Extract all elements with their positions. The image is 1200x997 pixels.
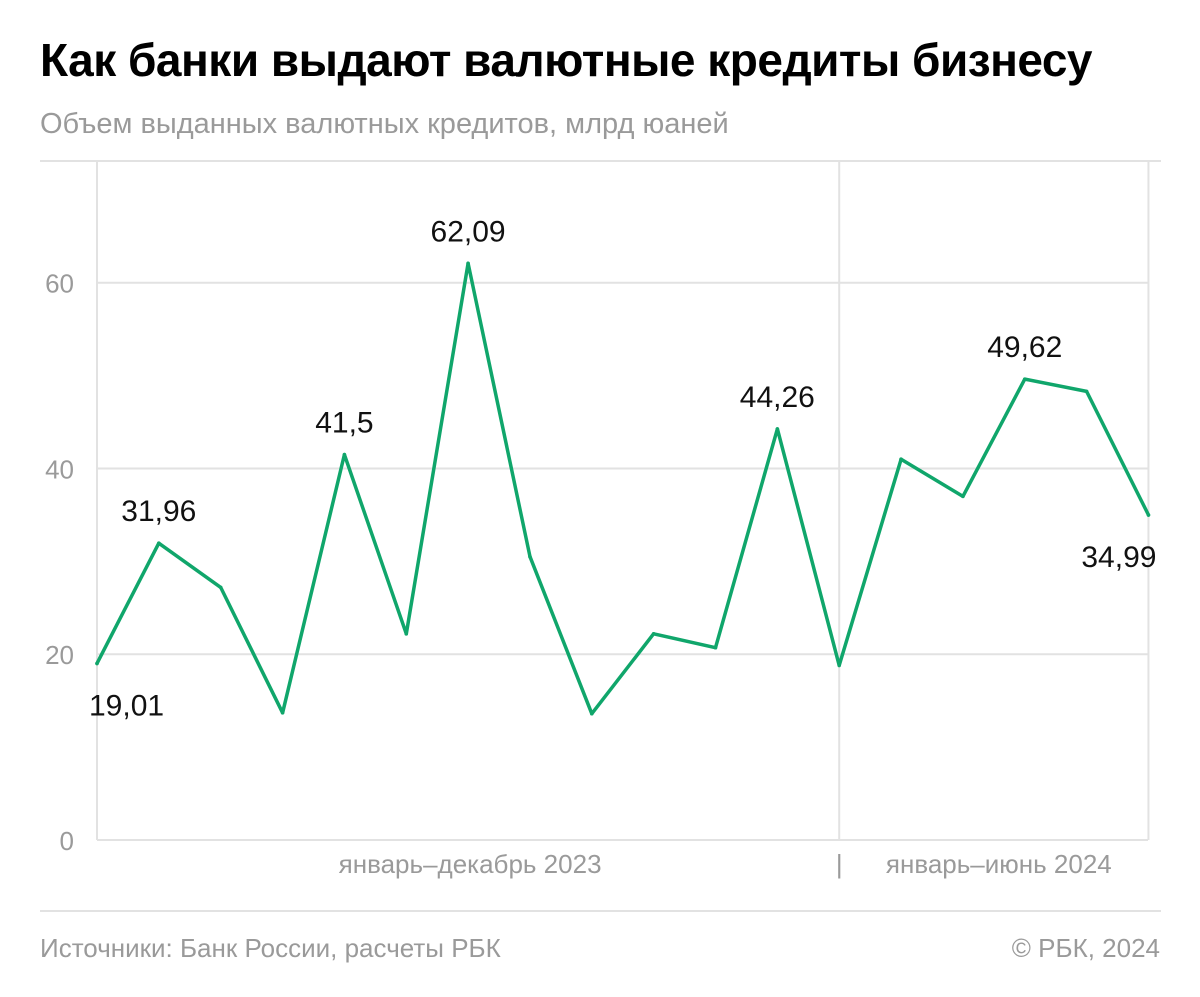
data-point-1 [157, 541, 161, 545]
y-tick-label-40: 40 [45, 454, 74, 484]
data-point-5 [404, 632, 409, 636]
data-point-13 [899, 457, 903, 462]
data-label-0: 19,01 [89, 689, 164, 722]
data-point-6 [466, 261, 470, 266]
data-point-14 [961, 494, 965, 499]
data-point-3 [280, 710, 285, 715]
data-point-17 [1146, 513, 1151, 517]
chart-subtitle: Объем выданных валютных кредитов, млрд ю… [40, 108, 729, 140]
y-tick-label-60: 60 [45, 269, 74, 299]
data-point-12 [837, 663, 841, 668]
data-point-7 [528, 554, 532, 559]
data-label-15: 49,62 [987, 331, 1062, 364]
x-period-label-2023: январь–декабрь 2023 [339, 849, 602, 879]
y-tick-label-20: 20 [45, 640, 74, 670]
top-divider [40, 160, 1161, 162]
data-label-6: 62,09 [431, 215, 506, 248]
data-label-1: 31,96 [121, 495, 196, 528]
source-note: Источники: Банк России, расчеты РБК [40, 933, 501, 963]
y-tick-label-0: 0 [60, 826, 74, 856]
data-point-4 [342, 452, 347, 457]
data-point-2 [218, 585, 223, 590]
series-layer [95, 261, 1151, 716]
data-point-8 [590, 711, 594, 716]
copyright-note: © РБК, 2024 [1011, 933, 1160, 963]
chart-title: Как банки выдают валютные кредиты бизнес… [40, 34, 1093, 86]
data-point-10 [713, 645, 718, 650]
data-point-16 [1084, 389, 1089, 394]
data-point-0 [95, 661, 99, 666]
data-label-17: 34,99 [1081, 541, 1156, 574]
x-period-separator: | [836, 849, 843, 879]
x-period-label-2024: январь–июнь 2024 [886, 849, 1112, 879]
data-point-9 [651, 632, 656, 636]
data-label-11: 44,26 [740, 381, 815, 414]
data-point-11 [775, 427, 780, 431]
grid-layer [96, 162, 1150, 841]
series-line-0 [95, 261, 1151, 716]
data-point-15 [1022, 377, 1027, 381]
data-label-4: 41,5 [315, 407, 373, 440]
label-layer: 0 20 40 60 январь–декабрь 2023 | январь–июнь 2… [45, 215, 1156, 879]
bottom-divider [40, 910, 1161, 912]
